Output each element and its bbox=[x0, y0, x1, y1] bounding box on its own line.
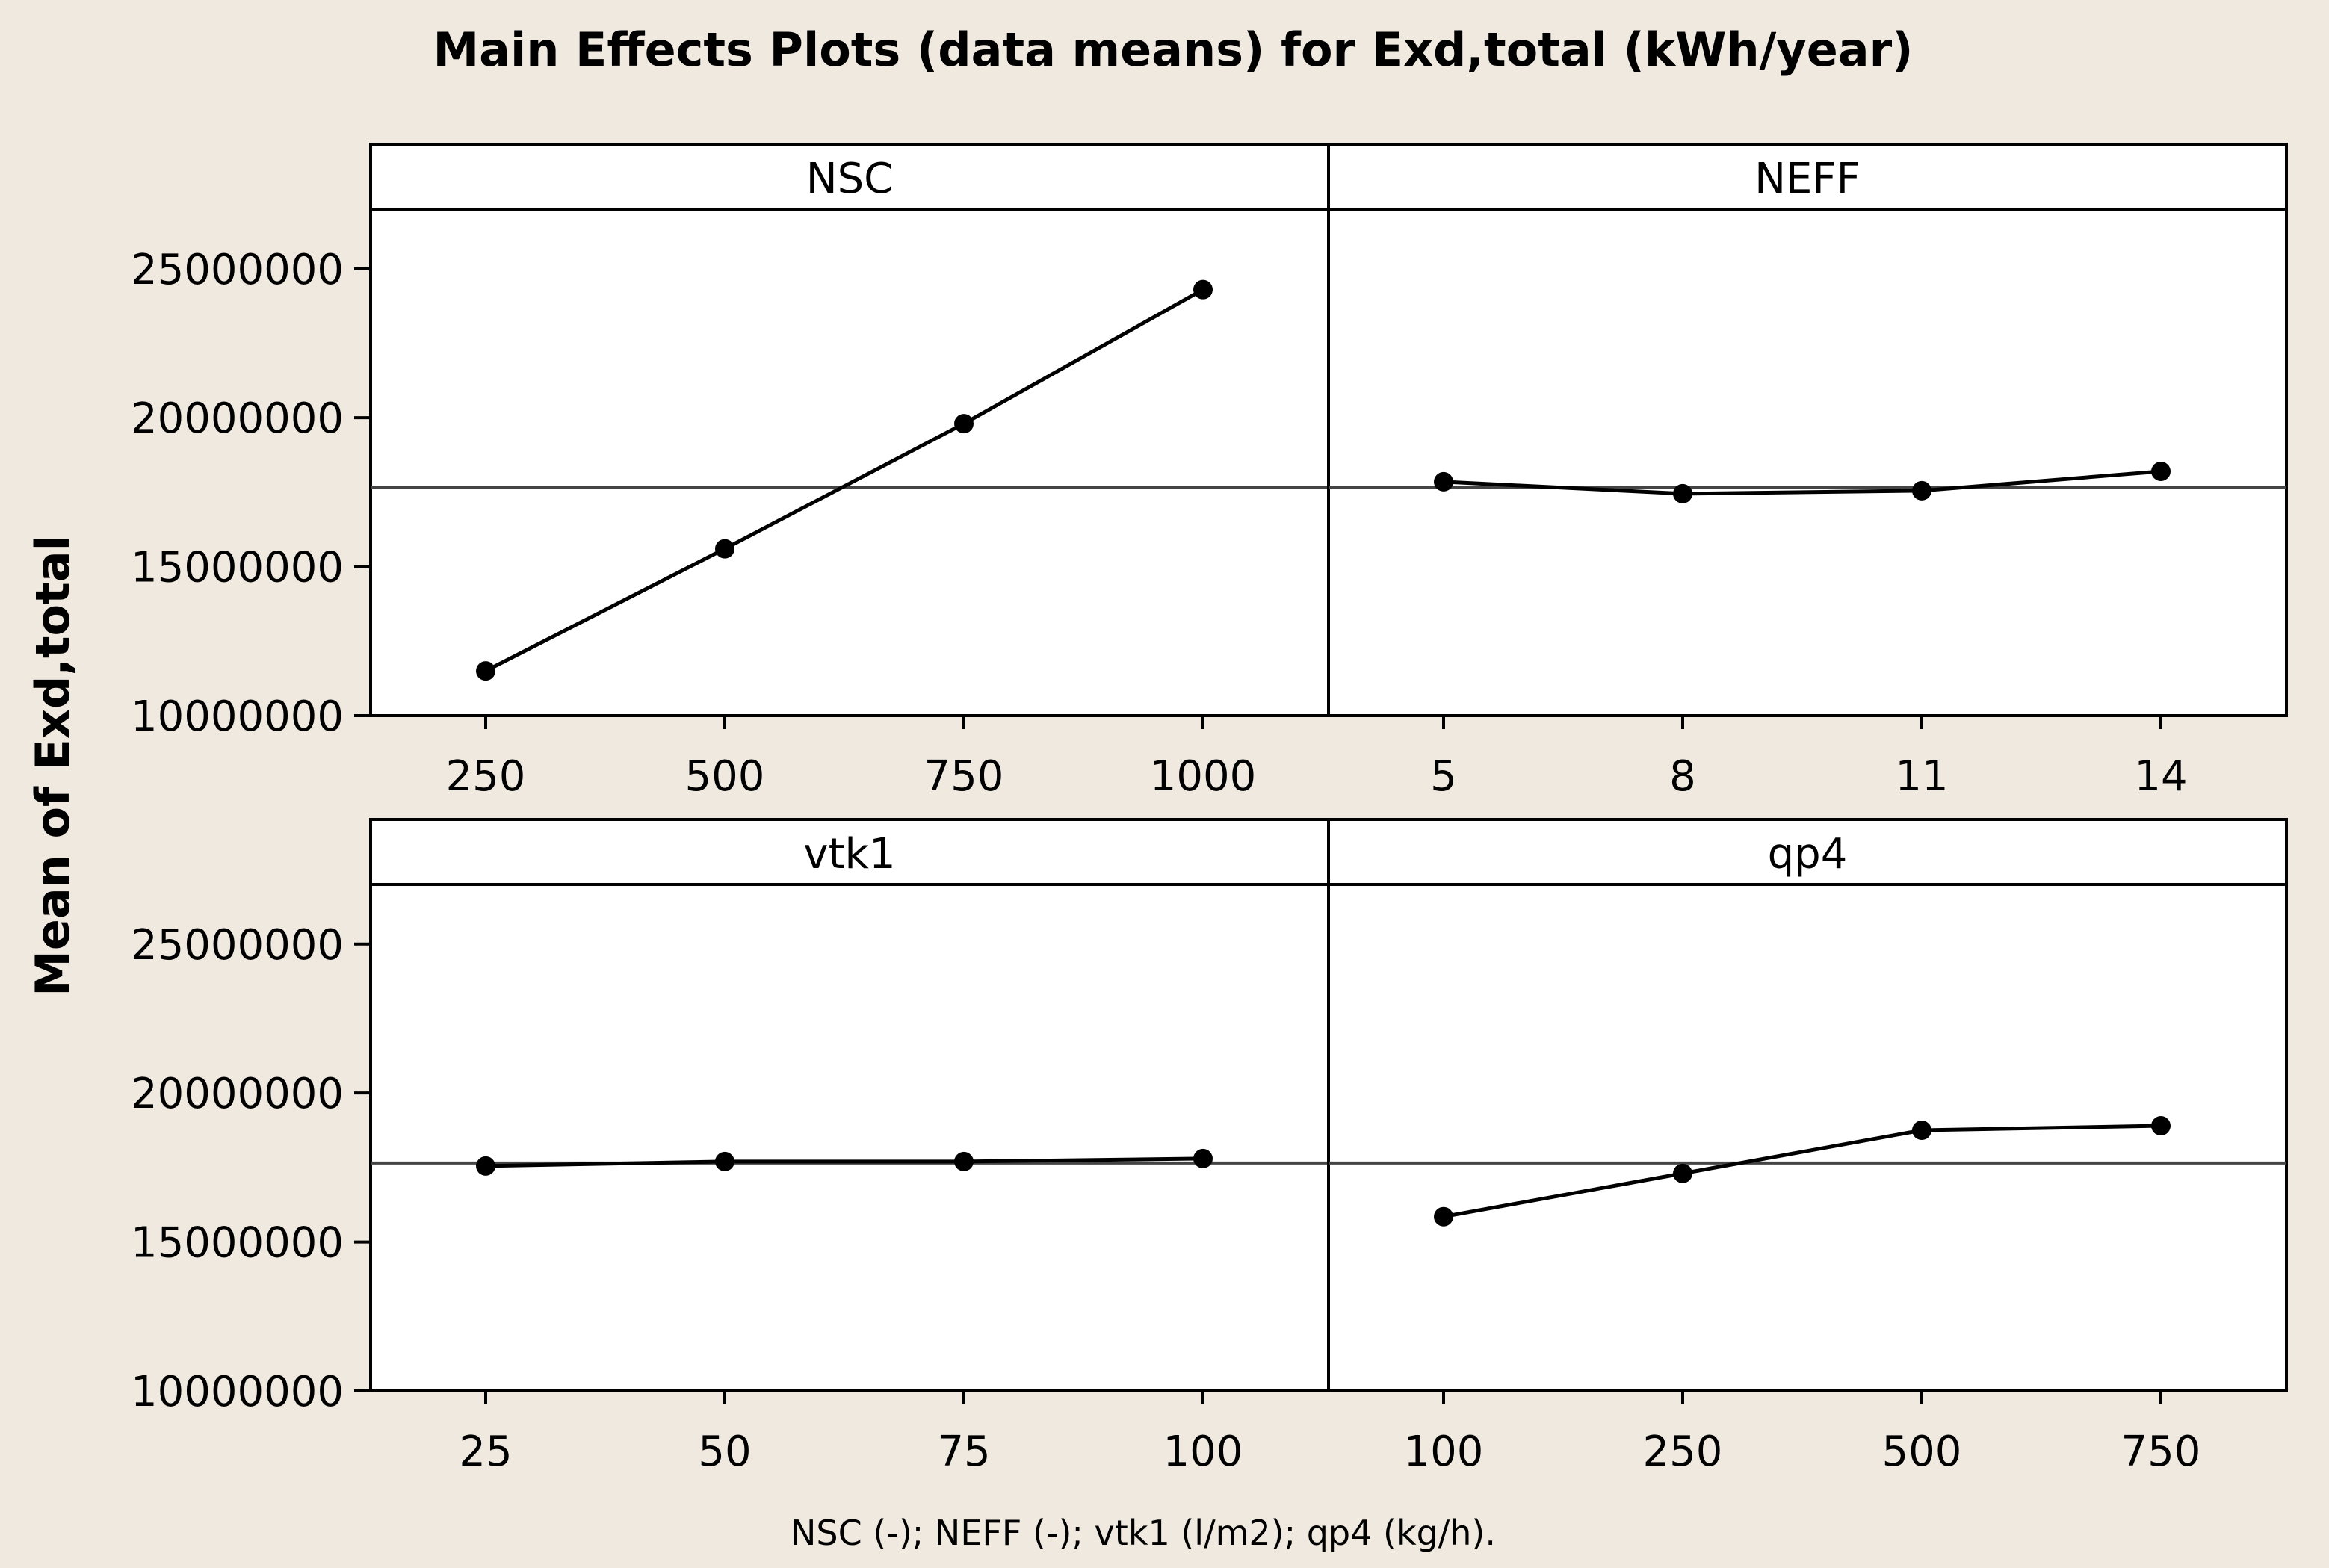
data-point bbox=[1912, 1121, 1931, 1141]
data-point bbox=[1193, 1148, 1213, 1168]
x-tick-label: 50 bbox=[698, 1428, 751, 1476]
panel-frame bbox=[369, 143, 1330, 717]
series-line bbox=[1443, 1124, 2162, 1219]
x-tick-label: 25 bbox=[459, 1428, 512, 1476]
data-point bbox=[2151, 1116, 2171, 1136]
data-point bbox=[954, 1151, 974, 1171]
panel-frame bbox=[1327, 818, 2288, 1392]
y-tick-label: 10000000 bbox=[131, 1368, 344, 1416]
data-point bbox=[476, 661, 495, 681]
x-tick-label: 14 bbox=[2134, 752, 2187, 801]
data-point bbox=[954, 414, 974, 434]
x-tick-label: 11 bbox=[1895, 752, 1948, 801]
y-axis-label: Mean of Exd,total bbox=[25, 535, 80, 997]
series-line bbox=[484, 288, 1204, 673]
y-tick-label: 15000000 bbox=[131, 544, 344, 592]
panel-title: NSC bbox=[806, 155, 894, 203]
x-tick-label: 250 bbox=[1643, 1428, 1723, 1476]
x-tick-label: 500 bbox=[685, 752, 765, 801]
x-tick-label: 750 bbox=[2121, 1428, 2201, 1476]
series-line bbox=[1443, 469, 2162, 496]
panel-frame bbox=[369, 818, 1330, 1392]
data-point bbox=[1434, 471, 1453, 492]
data-point bbox=[1673, 483, 1692, 503]
data-point bbox=[2151, 461, 2171, 481]
x-tick-label: 100 bbox=[1163, 1428, 1243, 1476]
series-line bbox=[485, 1156, 1204, 1168]
y-tick-label: 15000000 bbox=[131, 1219, 344, 1268]
data-point bbox=[1434, 1206, 1453, 1227]
data-point bbox=[1912, 480, 1931, 501]
y-tick-label: 20000000 bbox=[131, 394, 344, 443]
data-point bbox=[476, 1156, 495, 1176]
x-tick-label: 5 bbox=[1430, 752, 1457, 801]
x-tick-label: 250 bbox=[446, 752, 526, 801]
chart-title: Main Effects Plots (data means) for Exd,… bbox=[433, 22, 1913, 77]
y-tick-label: 10000000 bbox=[131, 692, 344, 741]
data-point bbox=[715, 1151, 734, 1171]
y-tick-label: 25000000 bbox=[131, 921, 344, 970]
data-point bbox=[1193, 279, 1213, 300]
panel-title: vtk1 bbox=[803, 830, 895, 878]
x-tick-label: 100 bbox=[1404, 1428, 1484, 1476]
x-axis-label: NSC (-); NEFF (-); vtk1 (l/m2); qp4 (kg/… bbox=[791, 1513, 1496, 1553]
data-point bbox=[715, 539, 734, 559]
x-tick-label: 8 bbox=[1669, 752, 1696, 801]
x-tick-label: 75 bbox=[937, 1428, 990, 1476]
panels-layer: NSC 250 500 750 1000 NEFF 5 8 11 14 vtk1 25 50 75 100 q… bbox=[131, 143, 2288, 1476]
x-tick-label: 1000 bbox=[1150, 752, 1257, 801]
panel-frame bbox=[1327, 143, 2288, 717]
y-tick-label: 20000000 bbox=[131, 1070, 344, 1118]
data-point bbox=[1673, 1163, 1692, 1183]
x-tick-label: 750 bbox=[924, 752, 1004, 801]
y-tick-label: 25000000 bbox=[131, 246, 344, 294]
panel-title: NEFF bbox=[1754, 155, 1861, 203]
x-tick-label: 500 bbox=[1882, 1428, 1962, 1476]
panel-title: qp4 bbox=[1768, 830, 1848, 878]
